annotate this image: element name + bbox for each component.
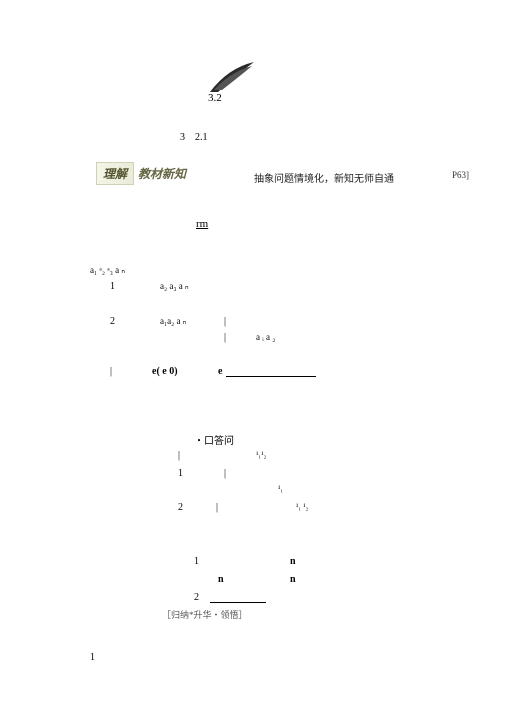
page-number: 1 <box>90 652 95 663</box>
answer-r2-bar: | <box>224 468 226 479</box>
summary-r1-n: n <box>290 556 296 567</box>
line2-sub-text: a ᵢ a ₂ <box>256 332 275 342</box>
summary-underline <box>210 592 266 603</box>
banner-subtitle: 抽象问题情境化，新知无师自通 <box>254 170 394 185</box>
line3-e2: e <box>218 366 222 377</box>
line2-number: 2 <box>110 316 115 327</box>
banner-box: 理解 <box>96 162 134 185</box>
line2-bar: | <box>224 316 226 327</box>
subsection-number: 3 2.1 <box>180 128 208 143</box>
answer-r2-num: 1 <box>178 468 183 479</box>
line1-text: a₂ a₃ a ₙ <box>160 281 189 292</box>
line3-e1: e( e 0) <box>152 366 178 377</box>
answer-header: ・口答问 <box>194 432 234 447</box>
summary-r2-n2: n <box>290 574 296 585</box>
answer-r2-sub: ¹₁ <box>278 484 283 493</box>
answer-r1-bar: | <box>178 450 180 461</box>
blank-underline <box>226 366 316 377</box>
answer-r3-bar: | <box>216 502 218 513</box>
section-banner: 理解 教材新知 <box>96 162 186 184</box>
summary-r2-n1: n <box>218 574 224 585</box>
page-reference: P63] <box>452 170 469 180</box>
chapter-number: 3.2 <box>208 92 222 104</box>
answer-r3-num: 2 <box>178 502 183 513</box>
line2-text: a₁a₂ a ₙ <box>160 316 186 327</box>
sequence-header: a₁ ᵃ₂ ᵃ₃ a ₙ <box>90 265 125 276</box>
banner-trail: 教材新知 <box>138 165 186 182</box>
line2-sub-bar: | <box>224 332 226 343</box>
summary-label: ［归纳*升华・领悟］ <box>162 608 248 621</box>
answer-r1-frac: ¹₁¹₂ <box>256 450 266 459</box>
summary-r3-num: 2 <box>194 592 199 603</box>
rm-label: rm <box>196 218 208 230</box>
summary-r1-num: 1 <box>194 556 199 567</box>
line1-number: 1 <box>110 281 115 292</box>
answer-r3-frac: ¹₁ ¹₂ <box>296 502 308 511</box>
line3-bar: | <box>110 366 112 377</box>
